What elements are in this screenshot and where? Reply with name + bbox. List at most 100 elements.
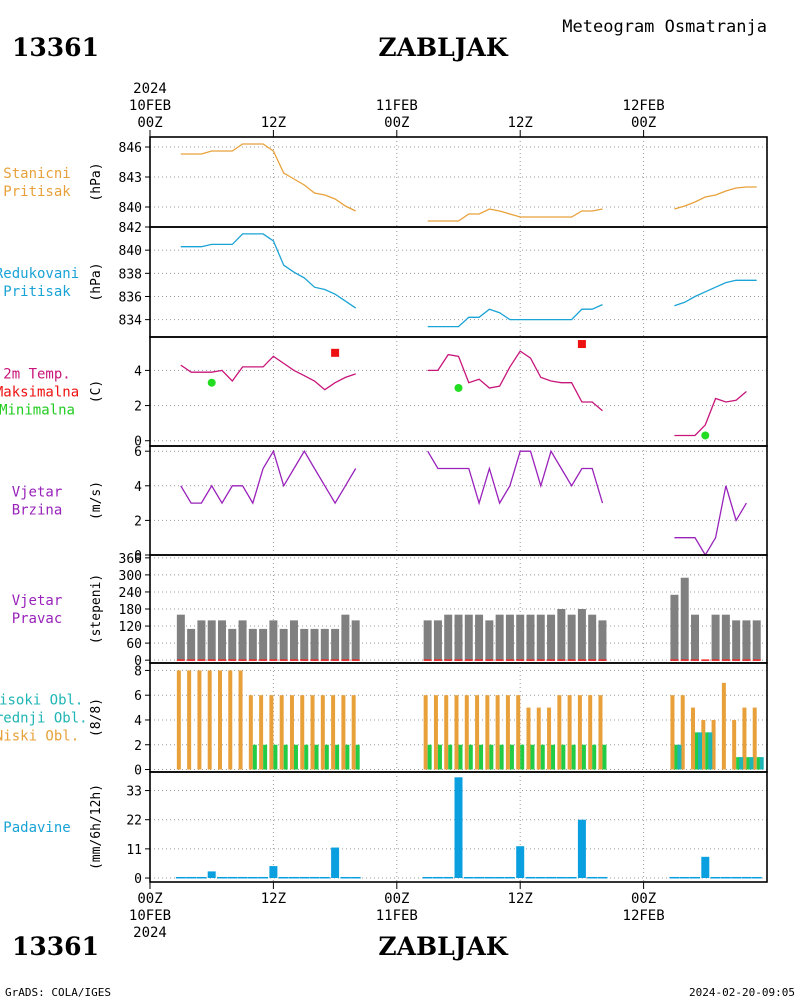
year-label-top: 2024 bbox=[133, 81, 167, 97]
cloud-low-bar bbox=[598, 695, 603, 770]
precipitation-bar bbox=[278, 876, 289, 879]
precipitation-bar bbox=[422, 876, 433, 879]
cloud-low-bar bbox=[279, 695, 284, 770]
station-name-bottom: ZABLJAK bbox=[378, 932, 509, 961]
time-label-bottom: 00Z bbox=[631, 891, 656, 907]
axis-unit-label: (mm/6h/12h) bbox=[89, 784, 104, 870]
product-title: Meteogram Osmatranja bbox=[562, 17, 767, 37]
cloud-low-bar bbox=[433, 695, 438, 770]
year-label-bottom: 2024 bbox=[133, 925, 167, 941]
cloud-low-bar bbox=[331, 695, 336, 770]
precipitation-bar bbox=[525, 876, 536, 879]
precipitation-bar bbox=[494, 876, 505, 879]
precipitation-bar bbox=[751, 876, 762, 879]
precipitation-bar bbox=[731, 876, 742, 879]
y-tick-label: 0 bbox=[134, 872, 142, 887]
y-tick-label: 4 bbox=[134, 714, 142, 729]
wind-direction-bar bbox=[300, 628, 309, 661]
cloud-mid-bar bbox=[345, 744, 350, 770]
date-label-bottom: 12FEB bbox=[623, 908, 665, 924]
panel-label: Pritisak bbox=[3, 284, 71, 300]
time-label-top: 00Z bbox=[384, 115, 409, 131]
time-label-bottom: 12Z bbox=[261, 891, 286, 907]
wind-speed-line bbox=[674, 485, 747, 557]
precipitation-bar bbox=[299, 876, 310, 879]
cloud-low-bar bbox=[711, 719, 716, 770]
cloud-mid-bar bbox=[314, 744, 319, 770]
axis-unit-label: (C) bbox=[89, 380, 104, 403]
y-tick-label: 0 bbox=[134, 654, 142, 669]
precipitation-bar bbox=[247, 876, 258, 879]
time-label-bottom: 12Z bbox=[508, 891, 533, 907]
panel-frame bbox=[149, 136, 768, 228]
wind-direction-bar bbox=[464, 614, 473, 661]
cloud-mid-bar bbox=[695, 732, 700, 770]
cloud-low-bar bbox=[721, 682, 726, 770]
date-label-bottom: 11FEB bbox=[376, 908, 418, 924]
precipitation-bar bbox=[535, 876, 546, 879]
precipitation-bar bbox=[269, 866, 278, 879]
y-tick-label: 22 bbox=[126, 814, 142, 829]
wind-direction-bar bbox=[557, 609, 566, 661]
cloud-low-bar bbox=[567, 695, 572, 770]
render-timestamp: 2024-02-20-09:05 bbox=[689, 986, 795, 999]
cloud-mid-bar bbox=[592, 744, 597, 770]
panel-label: Visoki Obl. bbox=[0, 693, 83, 709]
precipitation-bar bbox=[710, 876, 721, 879]
wind-direction-bar bbox=[217, 620, 226, 661]
wind-direction-bar bbox=[721, 614, 730, 661]
wind-direction-bar bbox=[433, 620, 442, 661]
cloud-mid-bar bbox=[736, 757, 741, 770]
precipitation-bar bbox=[504, 876, 515, 879]
wind-direction-bar bbox=[176, 614, 185, 661]
precipitation-bar bbox=[556, 876, 567, 879]
cloud-high-bar bbox=[749, 757, 754, 770]
cloud-low-bar bbox=[680, 695, 685, 770]
date-label-bottom: 10FEB bbox=[129, 908, 171, 924]
wind-direction-bar bbox=[269, 620, 278, 661]
cloud-high-bar bbox=[677, 744, 682, 770]
axis-unit-label: (stepeni) bbox=[89, 574, 104, 644]
wind-direction-bar bbox=[228, 628, 237, 661]
panel-label: Minimalna bbox=[0, 403, 75, 419]
cloud-mid-bar bbox=[540, 744, 545, 770]
station-pressure-line bbox=[427, 208, 603, 222]
cloud-mid-bar bbox=[263, 744, 268, 770]
cloud-mid-bar bbox=[581, 744, 586, 770]
wind-direction-bar bbox=[444, 614, 453, 661]
y-tick-label: 33 bbox=[126, 785, 142, 800]
time-axis: 00Z00Z10FEB10FEB2024202412Z12Z00Z00Z11FE… bbox=[129, 81, 665, 941]
cloud-high-bar bbox=[759, 757, 764, 770]
precipitation-bar bbox=[175, 876, 186, 879]
wind-direction-bar bbox=[598, 620, 607, 661]
cloud-low-bar bbox=[485, 695, 490, 770]
precipitation-bar bbox=[309, 876, 320, 879]
wind-direction-bar bbox=[505, 614, 514, 661]
wind-direction-bar bbox=[279, 628, 288, 661]
wind-direction-bar bbox=[577, 609, 586, 661]
precipitation-bar bbox=[566, 876, 577, 879]
cloud-mid-bar bbox=[530, 744, 535, 770]
y-tick-label: 120 bbox=[119, 620, 142, 635]
precipitation-bar bbox=[331, 847, 340, 879]
wind-direction-bar bbox=[711, 614, 720, 661]
precipitation-bar bbox=[443, 876, 454, 879]
axis-unit-label: (m/s) bbox=[89, 481, 104, 520]
time-label-bottom: 00Z bbox=[384, 891, 409, 907]
tmin-marker bbox=[454, 383, 463, 392]
y-tick-label: 4 bbox=[134, 364, 142, 379]
y-tick-label: 4 bbox=[134, 480, 142, 495]
wind-speed-line bbox=[180, 449, 357, 505]
panel-label: Redukovani bbox=[0, 266, 79, 282]
station-id-top: 13361 bbox=[12, 33, 99, 62]
cloud-low-bar bbox=[176, 670, 181, 770]
precipitation-bar bbox=[741, 876, 752, 879]
temperature-line bbox=[180, 355, 356, 391]
y-tick-label: 60 bbox=[126, 637, 142, 652]
cloud-low-bar bbox=[207, 670, 212, 770]
cloud-mid-bar bbox=[468, 744, 473, 770]
panel-padavine: 0 11 22 33 (mm/6h/12h) Padavine bbox=[3, 771, 768, 887]
wind-direction-bar bbox=[567, 614, 576, 661]
y-tick-label: 240 bbox=[119, 586, 142, 601]
wind-direction-bar bbox=[691, 614, 700, 661]
